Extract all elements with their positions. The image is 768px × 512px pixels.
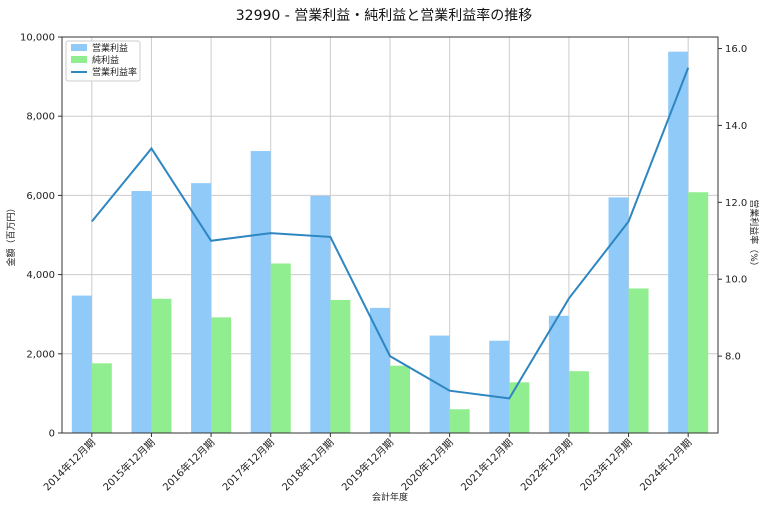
line-operating-margin xyxy=(91,67,690,400)
x-tick-label: 2024年12月期 xyxy=(637,436,694,493)
y2-tick-label: 16.0 xyxy=(725,44,747,55)
bar-operating-profit xyxy=(370,307,390,433)
x-axis-label: 会計年度 xyxy=(372,491,408,503)
bar-net-profit xyxy=(628,288,649,433)
bar-operating-profit xyxy=(548,315,569,433)
y-tick-label: 6,000 xyxy=(26,191,55,202)
bar-net-profit xyxy=(270,263,291,433)
bar-net-profit xyxy=(91,363,112,433)
bar-operating-profit xyxy=(608,197,629,433)
bar-net-profit xyxy=(509,382,530,433)
legend-label: 営業利益 xyxy=(92,42,128,54)
y2-tick-label: 14.0 xyxy=(725,121,747,132)
bar-net-profit xyxy=(151,298,172,433)
y-tick-label: 0 xyxy=(49,429,55,440)
legend-swatch xyxy=(71,44,87,51)
x-tick-label: 2018年12月期 xyxy=(279,436,336,493)
y-axis-label: 金額（百万円） xyxy=(5,203,17,266)
bar-operating-profit xyxy=(668,51,689,433)
bar-net-profit xyxy=(211,317,232,433)
bar-operating-profit xyxy=(71,295,92,433)
y2-tick-label: 10.0 xyxy=(725,275,747,286)
bar-net-profit xyxy=(330,299,351,433)
bar-series xyxy=(71,51,709,433)
x-axis-ticks: 2014年12月期 2015年12月期 2016年12月期 2017年12月期 2018… xyxy=(41,433,694,493)
bar-net-profit xyxy=(568,371,589,433)
legend-label: 純利益 xyxy=(92,54,119,66)
bar-operating-profit xyxy=(489,340,510,433)
x-tick-label: 2023年12月期 xyxy=(577,436,634,493)
bar-operating-profit xyxy=(191,183,212,433)
bar-operating-profit xyxy=(250,151,271,433)
y2-tick-label: 12.0 xyxy=(725,198,747,209)
bar-net-profit xyxy=(390,365,410,433)
bar-operating-profit xyxy=(131,191,152,433)
x-tick-label: 2014年12月期 xyxy=(41,436,98,493)
bar-net-profit xyxy=(688,192,709,433)
left-axis-ticks: 0 2,000 4,000 6,000 8,000 10,000 xyxy=(20,33,62,440)
x-tick-label: 2019年12月期 xyxy=(339,436,396,493)
bar-operating-profit xyxy=(310,195,331,433)
y-tick-label: 10,000 xyxy=(20,33,55,44)
y-tick-label: 2,000 xyxy=(26,349,55,360)
y2-axis-label: 営業利益率（%） xyxy=(748,199,760,271)
legend-swatch xyxy=(71,56,87,63)
right-axis-ticks: 8.0 10.0 12.0 14.0 16.0 xyxy=(718,44,747,363)
x-tick-label: 2020年12月期 xyxy=(398,436,455,493)
x-tick-label: 2016年12月期 xyxy=(160,436,217,493)
y2-tick-label: 8.0 xyxy=(725,352,741,363)
x-tick-label: 2021年12月期 xyxy=(458,436,515,493)
x-tick-label: 2017年12月期 xyxy=(219,436,276,493)
y-tick-label: 8,000 xyxy=(26,112,55,123)
line-series xyxy=(91,67,690,400)
bar-net-profit xyxy=(449,409,470,433)
y-tick-label: 4,000 xyxy=(26,270,55,281)
legend-label: 営業利益率 xyxy=(92,66,137,78)
chart-title: 32990 - 営業利益・純利益と営業利益率の推移 xyxy=(236,7,533,24)
x-tick-label: 2022年12月期 xyxy=(518,436,575,493)
x-tick-label: 2015年12月期 xyxy=(100,436,157,493)
